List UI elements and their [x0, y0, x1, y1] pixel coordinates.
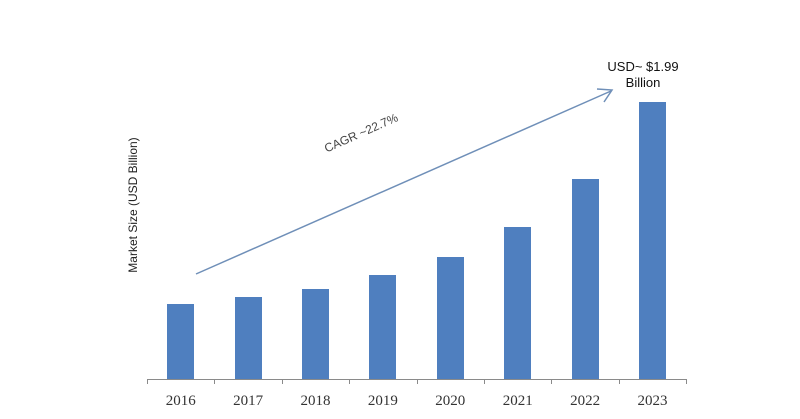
final-value-line2: Billion [625, 75, 661, 90]
x-tick-label: 2018 [300, 393, 331, 409]
bar-2021 [504, 227, 532, 379]
x-tick-label: 2021 [502, 393, 533, 409]
x-tick-label: 2020 [435, 393, 466, 409]
x-axis-tick [214, 379, 216, 384]
x-tick-label: 2023 [637, 393, 668, 409]
x-axis-tick [686, 379, 688, 384]
x-axis-tick [618, 379, 620, 384]
final-value-line1: USD~ $1.99 [607, 59, 679, 74]
x-axis-tick [484, 379, 485, 384]
x-tick-label: 2017 [233, 393, 264, 409]
x-axis-tick [147, 379, 148, 384]
x-tick-label: 2022 [570, 393, 601, 409]
bar-2016 [167, 303, 195, 379]
bar-2019 [369, 274, 397, 379]
x-axis-tick [281, 379, 283, 384]
x-axis-line [147, 379, 686, 380]
x-axis-tick [551, 379, 553, 384]
x-tick-label: 2019 [367, 393, 398, 409]
x-axis-tick [416, 379, 418, 384]
final-value-annotation: USD~ $1.99 Billion [598, 59, 688, 91]
bar-2020 [436, 256, 464, 379]
bar-2022 [571, 178, 599, 379]
bar-2018 [302, 288, 329, 379]
bar-2023 [639, 102, 666, 379]
bar-2017 [234, 296, 262, 379]
x-axis-tick [349, 379, 351, 384]
x-tick-label: 2016 [165, 393, 196, 409]
